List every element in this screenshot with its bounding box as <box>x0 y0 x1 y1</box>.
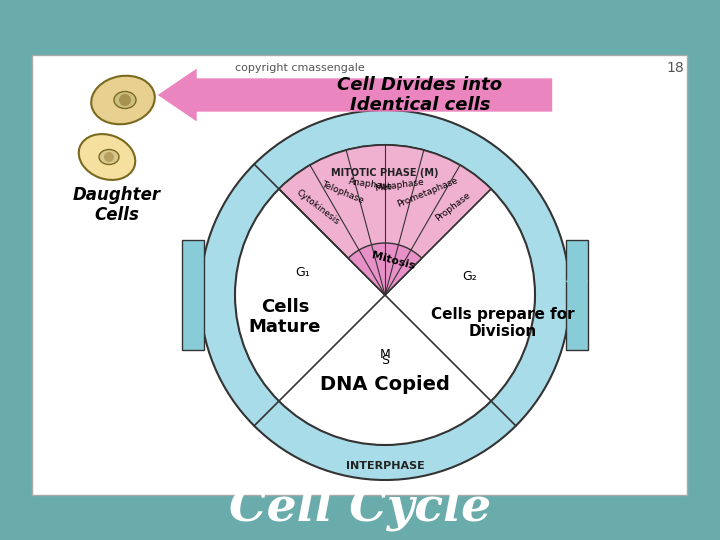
Text: Mitosis: Mitosis <box>370 251 416 272</box>
Wedge shape <box>279 145 491 295</box>
FancyArrowPatch shape <box>158 69 552 122</box>
Text: Prophase: Prophase <box>433 191 472 223</box>
Text: 18: 18 <box>666 61 684 75</box>
FancyArrowPatch shape <box>567 268 588 322</box>
Text: copyright cmassengale: copyright cmassengale <box>235 63 365 73</box>
Text: G₁: G₁ <box>296 267 310 280</box>
FancyBboxPatch shape <box>182 240 204 350</box>
Text: Cells
Mature: Cells Mature <box>249 298 321 336</box>
Circle shape <box>235 145 535 445</box>
Circle shape <box>119 94 131 106</box>
Ellipse shape <box>99 150 119 165</box>
Text: Cell Cycle: Cell Cycle <box>229 485 491 531</box>
Text: Prometaphase: Prometaphase <box>396 176 459 209</box>
Text: Cytokinesis: Cytokinesis <box>294 187 341 226</box>
Circle shape <box>104 152 114 162</box>
FancyBboxPatch shape <box>32 55 687 495</box>
Text: Cells prepare for
Division: Cells prepare for Division <box>431 307 575 339</box>
Text: Telophase: Telophase <box>320 180 365 205</box>
Ellipse shape <box>91 76 155 124</box>
Ellipse shape <box>78 134 135 180</box>
Text: Cell Divides into
Identical cells: Cell Divides into Identical cells <box>338 76 503 114</box>
Text: S: S <box>381 354 389 367</box>
Ellipse shape <box>114 91 136 109</box>
Text: M: M <box>379 348 390 361</box>
Wedge shape <box>348 243 422 295</box>
Text: MITOTIC PHASE (M): MITOTIC PHASE (M) <box>331 168 438 178</box>
Text: DNA Copied: DNA Copied <box>320 375 450 395</box>
Circle shape <box>200 110 570 480</box>
FancyBboxPatch shape <box>566 240 588 350</box>
Text: Daughter
Cells: Daughter Cells <box>73 186 161 225</box>
Text: Anaphase: Anaphase <box>348 178 393 192</box>
Text: INTERPHASE: INTERPHASE <box>346 461 424 471</box>
Text: G₂: G₂ <box>463 271 477 284</box>
Text: Metaphase: Metaphase <box>374 177 425 193</box>
